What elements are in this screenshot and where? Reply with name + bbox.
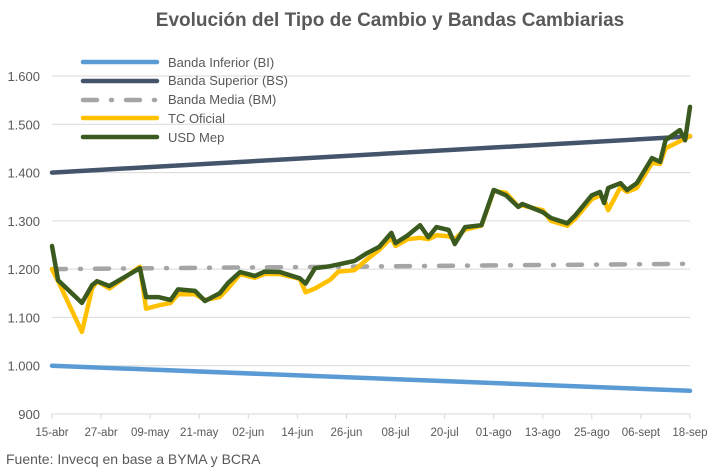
x-tick-label: 20-jul	[431, 427, 459, 439]
x-tick-label: 06-sept	[622, 427, 661, 439]
legend-swatch	[80, 116, 160, 121]
x-tick-label: 14-jun	[281, 427, 313, 439]
legend-label: Banda Inferior (BI)	[168, 54, 275, 70]
legend-swatch	[80, 97, 160, 102]
legend-label: Banda Media (BM)	[168, 92, 277, 108]
x-tick-label: 13-ago	[525, 427, 561, 439]
y-tick-label: 1.100	[7, 310, 40, 325]
x-tick-label: 27-abr	[84, 427, 117, 439]
legend-item: USD Mep	[80, 128, 224, 146]
legend-item: TC Oficial	[80, 109, 225, 127]
x-tick-label: 09-may	[131, 427, 170, 439]
legend-swatch	[80, 134, 160, 140]
legend-swatch	[80, 78, 160, 84]
y-tick-label: 900	[18, 407, 40, 422]
y-tick-label: 1.500	[7, 117, 40, 132]
y-tick-label: 1.200	[7, 262, 40, 277]
legend-label: USD Mep	[168, 129, 225, 145]
series-line-usd-mep	[49, 104, 693, 306]
x-tick-label: 25-ago	[574, 427, 610, 439]
series-line-banda-media-bm	[49, 261, 693, 272]
x-tick-label: 21-may	[180, 427, 219, 439]
legend-item: Banda Superior (BS)	[80, 72, 288, 90]
legend-item: Banda Media (BM)	[80, 91, 276, 109]
x-tick-label: 15-abr	[35, 427, 68, 439]
legend-label: TC Oficial	[168, 110, 226, 126]
y-tick-label: 1.400	[7, 166, 40, 181]
y-tick-label: 1.300	[7, 214, 40, 229]
y-tick-label: 1.600	[7, 69, 40, 84]
source-note: Fuente: Invecq en base a BYMA y BCRA	[6, 451, 261, 467]
y-tick-label: 1.000	[7, 359, 40, 374]
chart-title: Evolución del Tipo de Cambio y Bandas Ca…	[155, 10, 625, 31]
x-tick-label: 02-jun	[232, 427, 264, 439]
legend-label: Banda Superior (BS)	[168, 73, 288, 89]
series-line-banda-superior-bs	[49, 134, 693, 175]
x-tick-label: 18-sep	[672, 427, 707, 439]
x-tick-label: 01-ago	[476, 427, 512, 439]
legend-swatch	[80, 59, 160, 65]
x-tick-label: 08-jul	[381, 427, 409, 439]
legend-item: Banda Inferior (BI)	[80, 53, 274, 71]
x-tick-label: 26-jun	[330, 427, 362, 439]
series-line-banda-inferior-bi	[49, 363, 693, 394]
